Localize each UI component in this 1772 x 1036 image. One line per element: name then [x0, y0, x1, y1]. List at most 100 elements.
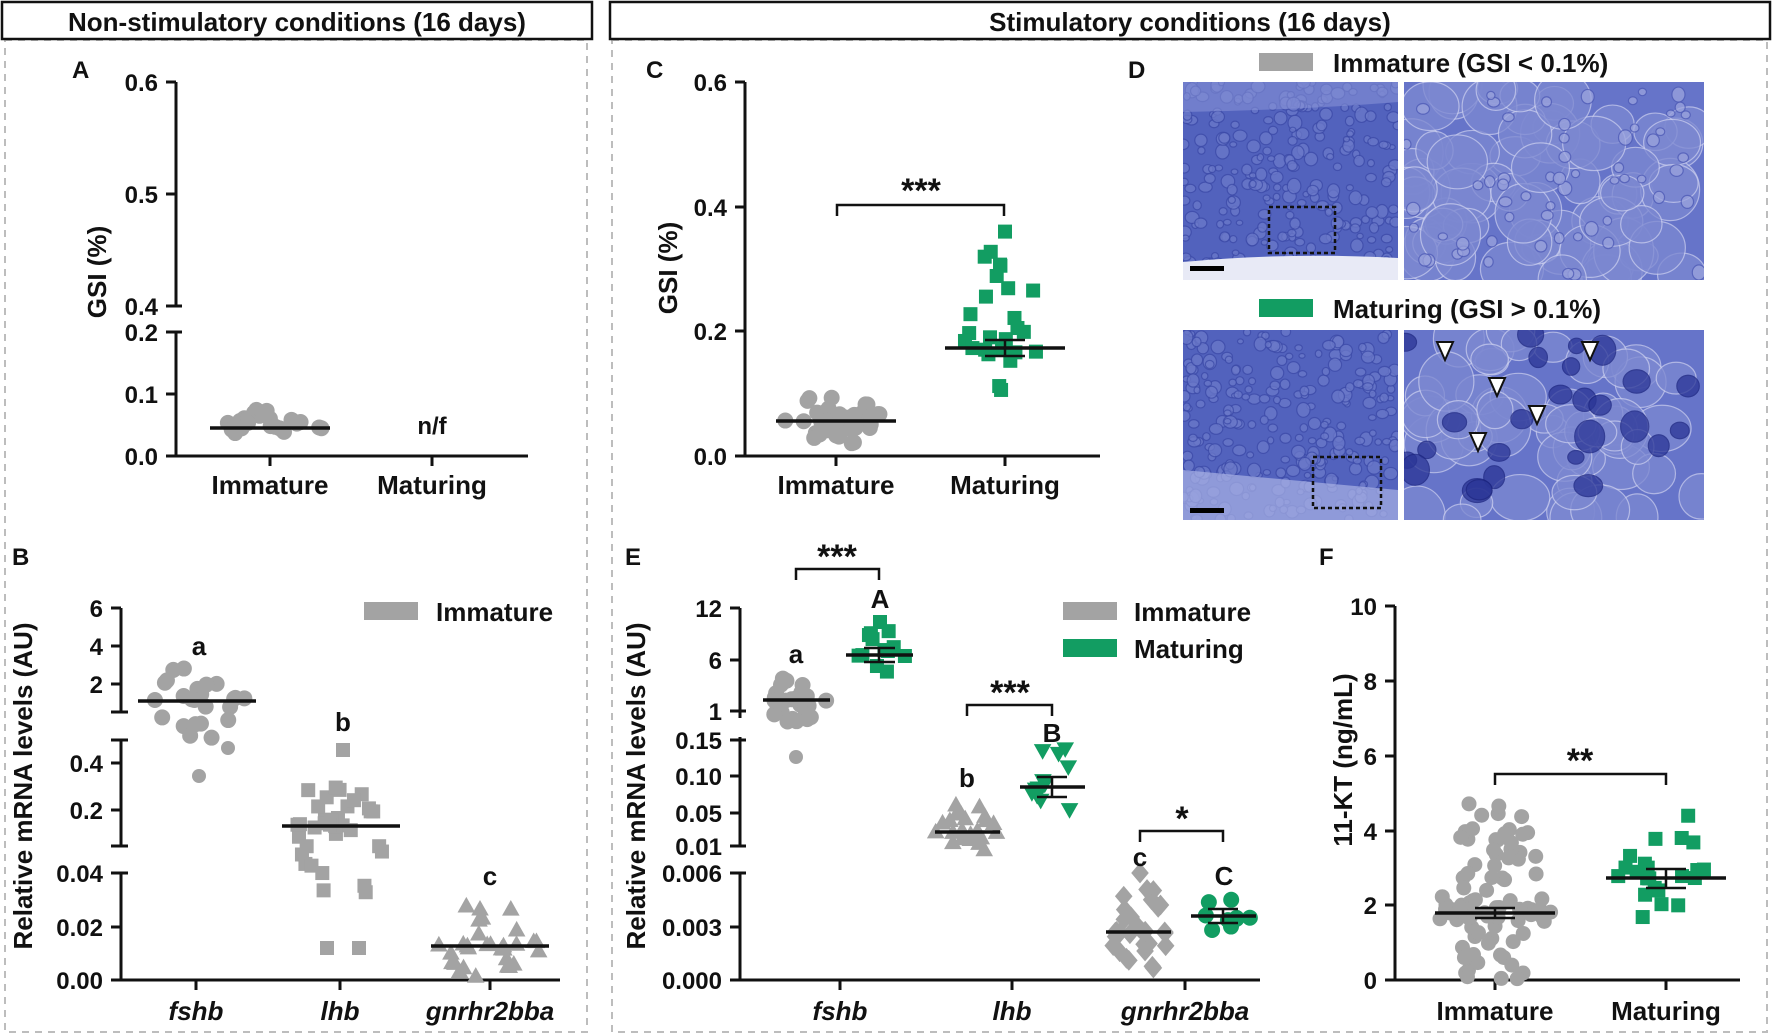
panel-b: B Relative mRNA levels (AU) 6 4 2 0.4 0.…	[8, 544, 560, 1026]
data-point	[352, 941, 366, 955]
tick-label: 0.2	[125, 320, 158, 347]
data-point	[869, 406, 886, 423]
x-label-immature: Immature	[211, 470, 328, 500]
data-point	[1635, 910, 1650, 925]
data-point	[984, 814, 1003, 831]
data-point	[1465, 821, 1481, 837]
arrowhead-marker	[1527, 405, 1547, 427]
tick-label: 0.4	[70, 751, 104, 778]
header-left-text: Non-stimulatory conditions (16 days)	[68, 7, 526, 37]
data-point	[363, 804, 378, 819]
data-point	[470, 910, 488, 927]
x-label-lhb: lhb	[321, 996, 360, 1026]
data-point	[1509, 971, 1525, 987]
x-label-immature: Immature	[1436, 996, 1553, 1026]
not-found-label: n/f	[417, 413, 447, 440]
data-point	[861, 419, 878, 436]
data-point	[1484, 870, 1500, 886]
data-point	[1479, 908, 1495, 924]
data-point	[970, 797, 989, 814]
significance-stars: ***	[990, 674, 1030, 712]
data-point	[1474, 807, 1490, 823]
x-label-maturing: Maturing	[950, 470, 1060, 500]
significance-stars: *	[1175, 800, 1189, 838]
data-point	[1114, 885, 1133, 907]
data-point	[961, 830, 980, 846]
data-point	[292, 817, 307, 832]
data-point	[1487, 858, 1503, 874]
panel-d-letter: D	[1128, 57, 1145, 84]
tick-label: 0.4	[694, 195, 728, 222]
tick-label: 0.05	[675, 801, 722, 828]
data-point	[1623, 848, 1638, 863]
data-point	[507, 935, 526, 951]
data-point	[1200, 894, 1217, 911]
legend-swatch-maturing	[1063, 639, 1117, 657]
label-immature-gsi: Immature (GSI < 0.1%)	[1333, 48, 1608, 78]
panel-f-ylabel: 11-KT (ng/mL)	[1328, 673, 1358, 846]
data-point	[1204, 921, 1221, 938]
data-point	[1674, 830, 1689, 845]
tick-label: 4	[1364, 819, 1378, 846]
data-point	[993, 258, 1008, 273]
panel-c: C GSI (%) 0.6 0.4 0.2 0.0 Immature Matur…	[646, 57, 1100, 500]
tick-label: 10	[1350, 594, 1377, 621]
group-letter: c	[1133, 842, 1147, 872]
tick-label: 0.01	[675, 834, 722, 861]
data-point	[203, 729, 220, 746]
data-point	[947, 804, 966, 821]
header-right-text: Stimulatory conditions (16 days)	[989, 7, 1391, 37]
tick-label: 0.4	[125, 294, 159, 321]
data-point	[1638, 887, 1653, 902]
tick-label: 4	[90, 634, 104, 661]
data-point	[1033, 744, 1052, 760]
data-point	[799, 392, 816, 409]
tick-label: 0.5	[125, 182, 158, 209]
arrowhead-marker	[1468, 432, 1488, 454]
data-point	[457, 896, 476, 913]
data-point	[227, 689, 244, 706]
significance-bracket	[1138, 829, 1225, 842]
tick-label: 8	[1364, 669, 1377, 696]
data-point	[336, 743, 350, 757]
panel-c-ylabel: GSI (%)	[653, 222, 683, 314]
data-point	[831, 406, 848, 423]
sem-bar	[864, 646, 895, 664]
significance-bracket	[1493, 772, 1668, 785]
panel-b-ylabel: Relative mRNA levels (AU)	[8, 622, 38, 949]
tick-label: 0.006	[662, 861, 722, 888]
tick-label: 12	[695, 596, 722, 623]
data-point	[1131, 862, 1149, 884]
arrowhead-marker	[1435, 341, 1455, 363]
data-point	[304, 858, 319, 873]
tick-label: 6	[90, 596, 103, 623]
data-point	[1681, 808, 1696, 823]
data-point	[1470, 955, 1486, 971]
data-point	[1654, 897, 1669, 912]
group-letter: a	[192, 631, 207, 661]
tick-label: 0.2	[694, 319, 727, 346]
tick-label: 0.04	[56, 861, 103, 888]
tick-label: 1	[709, 699, 722, 726]
data-point	[1505, 934, 1521, 950]
data-point	[158, 672, 175, 689]
data-point	[1223, 891, 1240, 908]
data-point	[1122, 906, 1140, 928]
histology-immature-low	[1183, 82, 1398, 280]
panel-c-points	[777, 224, 1043, 452]
data-point	[1007, 310, 1022, 325]
significance-bracket	[794, 567, 881, 580]
data-point	[1432, 911, 1448, 927]
data-point	[1060, 803, 1079, 819]
data-point	[292, 414, 309, 431]
x-label-immature: Immature	[777, 470, 894, 500]
group-letter: a	[789, 639, 804, 669]
x-label-maturing: Maturing	[377, 470, 487, 500]
data-point	[994, 382, 1009, 397]
significance-stars: **	[1567, 742, 1594, 780]
data-point	[502, 899, 520, 916]
data-point	[998, 224, 1012, 239]
data-point	[879, 664, 894, 679]
header-left: Non-stimulatory conditions (16 days)	[0, 0, 594, 41]
data-point	[1117, 947, 1136, 969]
